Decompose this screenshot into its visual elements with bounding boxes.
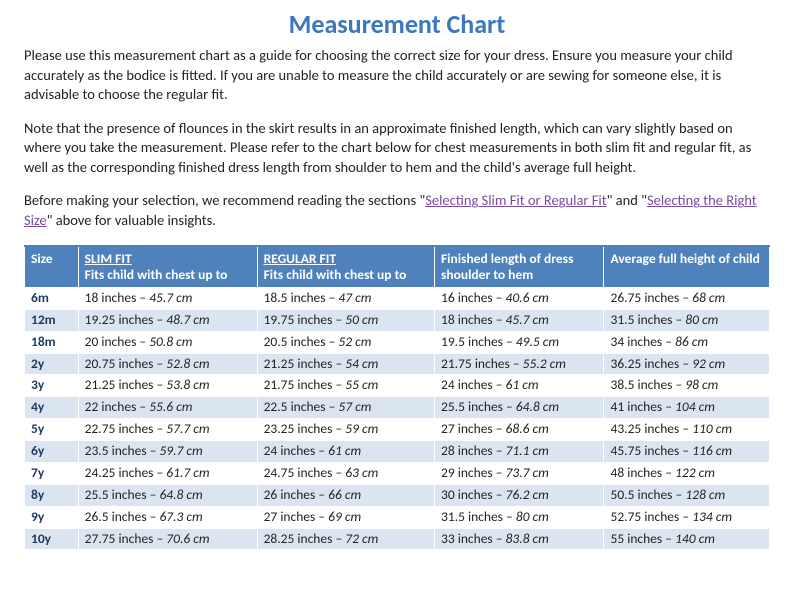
cell-size: 7y bbox=[25, 462, 79, 484]
header-avg-height: Average full height of child bbox=[604, 246, 770, 288]
table-body: 6m18 inches – 45.7 cm18.5 inches – 47 cm… bbox=[25, 287, 770, 550]
header-slim-title: SLIM FIT bbox=[85, 250, 132, 267]
cell-slim: 18 inches – 45.7 cm bbox=[78, 287, 257, 309]
table-row: 6m18 inches – 45.7 cm18.5 inches – 47 cm… bbox=[25, 287, 770, 309]
header-slim-fit: SLIM FIT Fits child with chest up to bbox=[78, 246, 257, 288]
cell-length: 16 inches – 40.6 cm bbox=[434, 287, 604, 309]
cell-slim: 22.75 inches – 57.7 cm bbox=[78, 419, 257, 441]
intro-paragraph-3: Before making your selection, we recomme… bbox=[24, 191, 770, 230]
header-reg-title: REGULAR FIT bbox=[264, 250, 336, 267]
cell-height: 48 inches – 122 cm bbox=[604, 462, 770, 484]
cell-length: 33 inches – 83.8 cm bbox=[434, 528, 604, 550]
cell-slim: 20 inches – 50.8 cm bbox=[78, 331, 257, 353]
cell-size: 6m bbox=[25, 287, 79, 309]
intro-paragraph-2: Note that the presence of flounces in th… bbox=[24, 119, 770, 178]
cell-length: 18 inches – 45.7 cm bbox=[434, 309, 604, 331]
cell-slim: 21.25 inches – 53.8 cm bbox=[78, 375, 257, 397]
table-row: 18m20 inches – 50.8 cm20.5 inches – 52 c… bbox=[25, 331, 770, 353]
cell-regular: 24.75 inches – 63 cm bbox=[257, 462, 434, 484]
table-row: 4y22 inches – 55.6 cm22.5 inches – 57 cm… bbox=[25, 397, 770, 419]
cell-size: 3y bbox=[25, 375, 79, 397]
cell-height: 36.25 inches – 92 cm bbox=[604, 353, 770, 375]
table-row: 5y22.75 inches – 57.7 cm23.25 inches – 5… bbox=[25, 419, 770, 441]
page-title: Measurement Chart bbox=[24, 8, 770, 40]
cell-slim: 19.25 inches – 48.7 cm bbox=[78, 309, 257, 331]
cell-length: 29 inches – 73.7 cm bbox=[434, 462, 604, 484]
cell-slim: 20.75 inches – 52.8 cm bbox=[78, 353, 257, 375]
cell-length: 24 inches – 61 cm bbox=[434, 375, 604, 397]
cell-length: 19.5 inches – 49.5 cm bbox=[434, 331, 604, 353]
cell-height: 43.25 inches – 110 cm bbox=[604, 419, 770, 441]
cell-regular: 19.75 inches – 50 cm bbox=[257, 309, 434, 331]
measurement-table: Size SLIM FIT Fits child with chest up t… bbox=[24, 245, 770, 551]
header-reg-desc: Fits child with chest up to bbox=[264, 266, 407, 283]
cell-size: 9y bbox=[25, 506, 79, 528]
cell-size: 10y bbox=[25, 528, 79, 550]
cell-regular: 22.5 inches – 57 cm bbox=[257, 397, 434, 419]
cell-slim: 26.5 inches – 67.3 cm bbox=[78, 506, 257, 528]
cell-regular: 24 inches – 61 cm bbox=[257, 441, 434, 463]
cell-size: 12m bbox=[25, 309, 79, 331]
link-slim-or-regular[interactable]: Selecting Slim Fit or Regular Fit bbox=[425, 191, 606, 209]
cell-height: 45.75 inches – 116 cm bbox=[604, 441, 770, 463]
cell-slim: 25.5 inches – 64.8 cm bbox=[78, 484, 257, 506]
cell-size: 4y bbox=[25, 397, 79, 419]
cell-length: 25.5 inches – 64.8 cm bbox=[434, 397, 604, 419]
table-row: 7y24.25 inches – 61.7 cm24.75 inches – 6… bbox=[25, 462, 770, 484]
cell-length: 31.5 inches – 80 cm bbox=[434, 506, 604, 528]
table-row: 3y21.25 inches – 53.8 cm21.75 inches – 5… bbox=[25, 375, 770, 397]
table-row: 9y26.5 inches – 67.3 cm27 inches – 69 cm… bbox=[25, 506, 770, 528]
cell-height: 55 inches – 140 cm bbox=[604, 528, 770, 550]
header-regular-fit: REGULAR FIT Fits child with chest up to bbox=[257, 246, 434, 288]
cell-regular: 28.25 inches – 72 cm bbox=[257, 528, 434, 550]
cell-size: 6y bbox=[25, 441, 79, 463]
table-row: 12m19.25 inches – 48.7 cm19.75 inches – … bbox=[25, 309, 770, 331]
cell-size: 5y bbox=[25, 419, 79, 441]
cell-size: 8y bbox=[25, 484, 79, 506]
cell-slim: 23.5 inches – 59.7 cm bbox=[78, 441, 257, 463]
cell-length: 27 inches – 68.6 cm bbox=[434, 419, 604, 441]
table-row: 8y25.5 inches – 64.8 cm26 inches – 66 cm… bbox=[25, 484, 770, 506]
table-header-row: Size SLIM FIT Fits child with chest up t… bbox=[25, 246, 770, 288]
cell-regular: 21.25 inches – 54 cm bbox=[257, 353, 434, 375]
cell-height: 41 inches – 104 cm bbox=[604, 397, 770, 419]
table-row: 6y23.5 inches – 59.7 cm24 inches – 61 cm… bbox=[25, 441, 770, 463]
cell-regular: 21.75 inches – 55 cm bbox=[257, 375, 434, 397]
cell-height: 50.5 inches – 128 cm bbox=[604, 484, 770, 506]
table-row: 10y27.75 inches – 70.6 cm28.25 inches – … bbox=[25, 528, 770, 550]
cell-height: 38.5 inches – 98 cm bbox=[604, 375, 770, 397]
table-row: 2y20.75 inches – 52.8 cm21.25 inches – 5… bbox=[25, 353, 770, 375]
intro-text-segment: " and " bbox=[607, 191, 647, 209]
cell-regular: 18.5 inches – 47 cm bbox=[257, 287, 434, 309]
cell-length: 28 inches – 71.1 cm bbox=[434, 441, 604, 463]
header-size: Size bbox=[25, 246, 79, 288]
cell-height: 52.75 inches – 134 cm bbox=[604, 506, 770, 528]
intro-text: Please use this measurement chart as a g… bbox=[24, 46, 770, 231]
intro-paragraph-1: Please use this measurement chart as a g… bbox=[24, 46, 770, 105]
cell-size: 18m bbox=[25, 331, 79, 353]
cell-height: 34 inches – 86 cm bbox=[604, 331, 770, 353]
cell-regular: 26 inches – 66 cm bbox=[257, 484, 434, 506]
cell-regular: 23.25 inches – 59 cm bbox=[257, 419, 434, 441]
cell-slim: 22 inches – 55.6 cm bbox=[78, 397, 257, 419]
cell-regular: 27 inches – 69 cm bbox=[257, 506, 434, 528]
cell-slim: 24.25 inches – 61.7 cm bbox=[78, 462, 257, 484]
cell-length: 30 inches – 76.2 cm bbox=[434, 484, 604, 506]
header-finished-length: Finished length of dress shoulder to hem bbox=[434, 246, 604, 288]
cell-regular: 20.5 inches – 52 cm bbox=[257, 331, 434, 353]
intro-text-segment: Before making your selection, we recomme… bbox=[24, 191, 425, 209]
header-slim-desc: Fits child with chest up to bbox=[85, 266, 228, 283]
cell-height: 31.5 inches – 80 cm bbox=[604, 309, 770, 331]
intro-text-segment: " above for valuable insights. bbox=[47, 211, 216, 229]
cell-size: 2y bbox=[25, 353, 79, 375]
cell-length: 21.75 inches – 55.2 cm bbox=[434, 353, 604, 375]
cell-slim: 27.75 inches – 70.6 cm bbox=[78, 528, 257, 550]
cell-height: 26.75 inches – 68 cm bbox=[604, 287, 770, 309]
